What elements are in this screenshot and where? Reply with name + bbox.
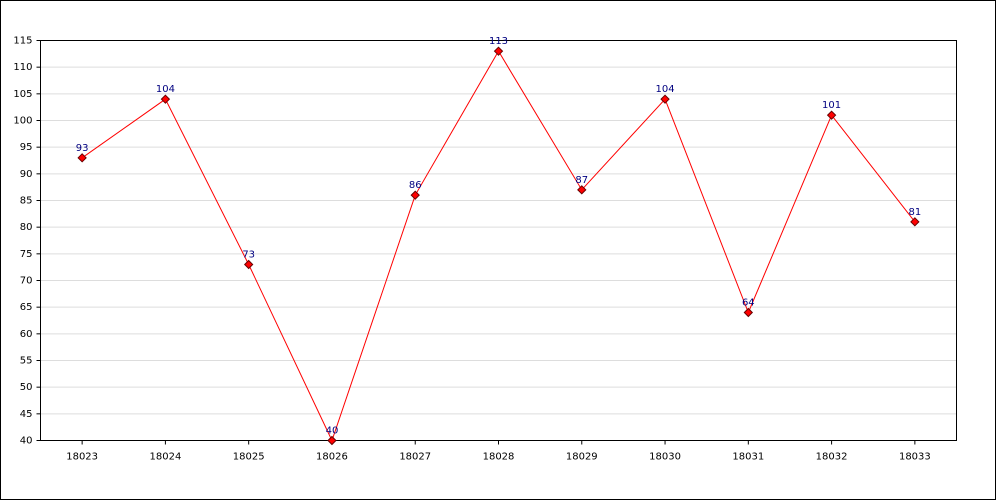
- value-label: 104: [655, 84, 674, 95]
- value-label: 104: [156, 84, 175, 95]
- y-tick-label: 65: [20, 302, 33, 313]
- x-tick-label: 18026: [316, 452, 348, 463]
- marker: [327, 435, 337, 446]
- y-tick-label: 55: [20, 356, 33, 367]
- value-label: 73: [242, 250, 255, 261]
- x-tick-label: 18030: [649, 452, 681, 463]
- value-label: 40: [326, 426, 339, 437]
- y-tick-label: 60: [20, 329, 33, 340]
- y-tick-label: 85: [20, 196, 33, 207]
- value-label: 86: [409, 180, 422, 191]
- y-tick-label: 45: [20, 409, 33, 420]
- x-tick-label: 18032: [816, 452, 848, 463]
- value-label: 87: [575, 175, 588, 186]
- x-tick-label: 18029: [566, 452, 598, 463]
- plot-area: [40, 40, 957, 441]
- x-tick-label: 18033: [899, 452, 931, 463]
- y-tick-label: 90: [20, 169, 33, 180]
- y-tick-label: 110: [13, 62, 32, 73]
- y-tick-label: 105: [13, 89, 32, 100]
- x-tick-label: 18023: [66, 452, 98, 463]
- marker: [77, 153, 87, 163]
- marker: [910, 217, 920, 227]
- y-tick-label: 40: [20, 436, 33, 447]
- x-tick-label: 18024: [150, 452, 182, 463]
- y-tick-label: 80: [20, 222, 33, 233]
- y-tick-label: 70: [20, 276, 33, 287]
- y-tick-label: 115: [13, 36, 32, 47]
- value-label: 113: [489, 36, 508, 47]
- value-label: 64: [742, 298, 755, 309]
- marker: [660, 94, 670, 104]
- x-tick-label: 18027: [399, 452, 431, 463]
- marker: [493, 46, 504, 56]
- y-tick-label: 100: [13, 116, 32, 127]
- x-tick-label: 18025: [233, 452, 265, 463]
- y-tick-label: 75: [20, 249, 33, 260]
- value-label: 93: [76, 143, 89, 154]
- x-tick-label: 18028: [483, 452, 515, 463]
- y-tick-label: 50: [20, 382, 33, 393]
- x-tick-label: 18031: [732, 452, 764, 463]
- y-tick-label: 95: [20, 142, 33, 153]
- marker: [826, 110, 837, 120]
- marker: [410, 190, 420, 200]
- value-label: 101: [822, 100, 841, 111]
- marker: [243, 259, 254, 270]
- value-label: 81: [908, 207, 921, 218]
- marker: [160, 94, 171, 104]
- marker: [577, 185, 587, 195]
- marker: [743, 307, 754, 318]
